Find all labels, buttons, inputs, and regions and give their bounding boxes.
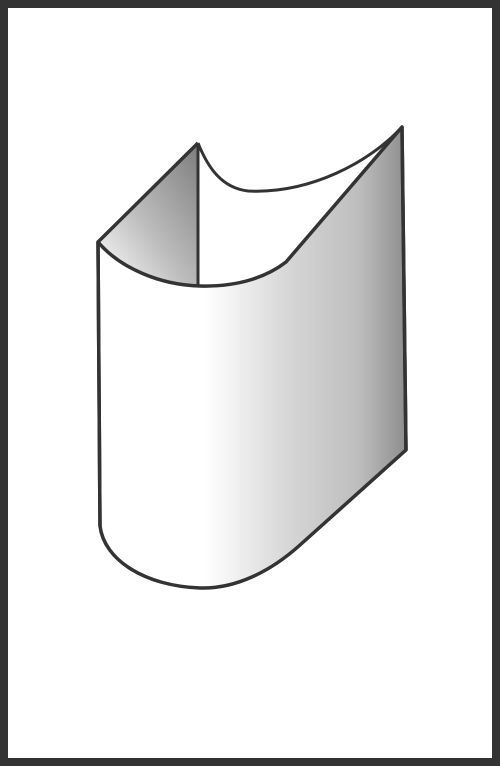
left-top-edge (96, 141, 200, 244)
right-edge (400, 126, 408, 451)
top-back-edge (196, 125, 404, 193)
inner-back-face (98, 143, 198, 286)
front-curved-surface (96, 125, 408, 590)
left-edge (96, 241, 102, 527)
